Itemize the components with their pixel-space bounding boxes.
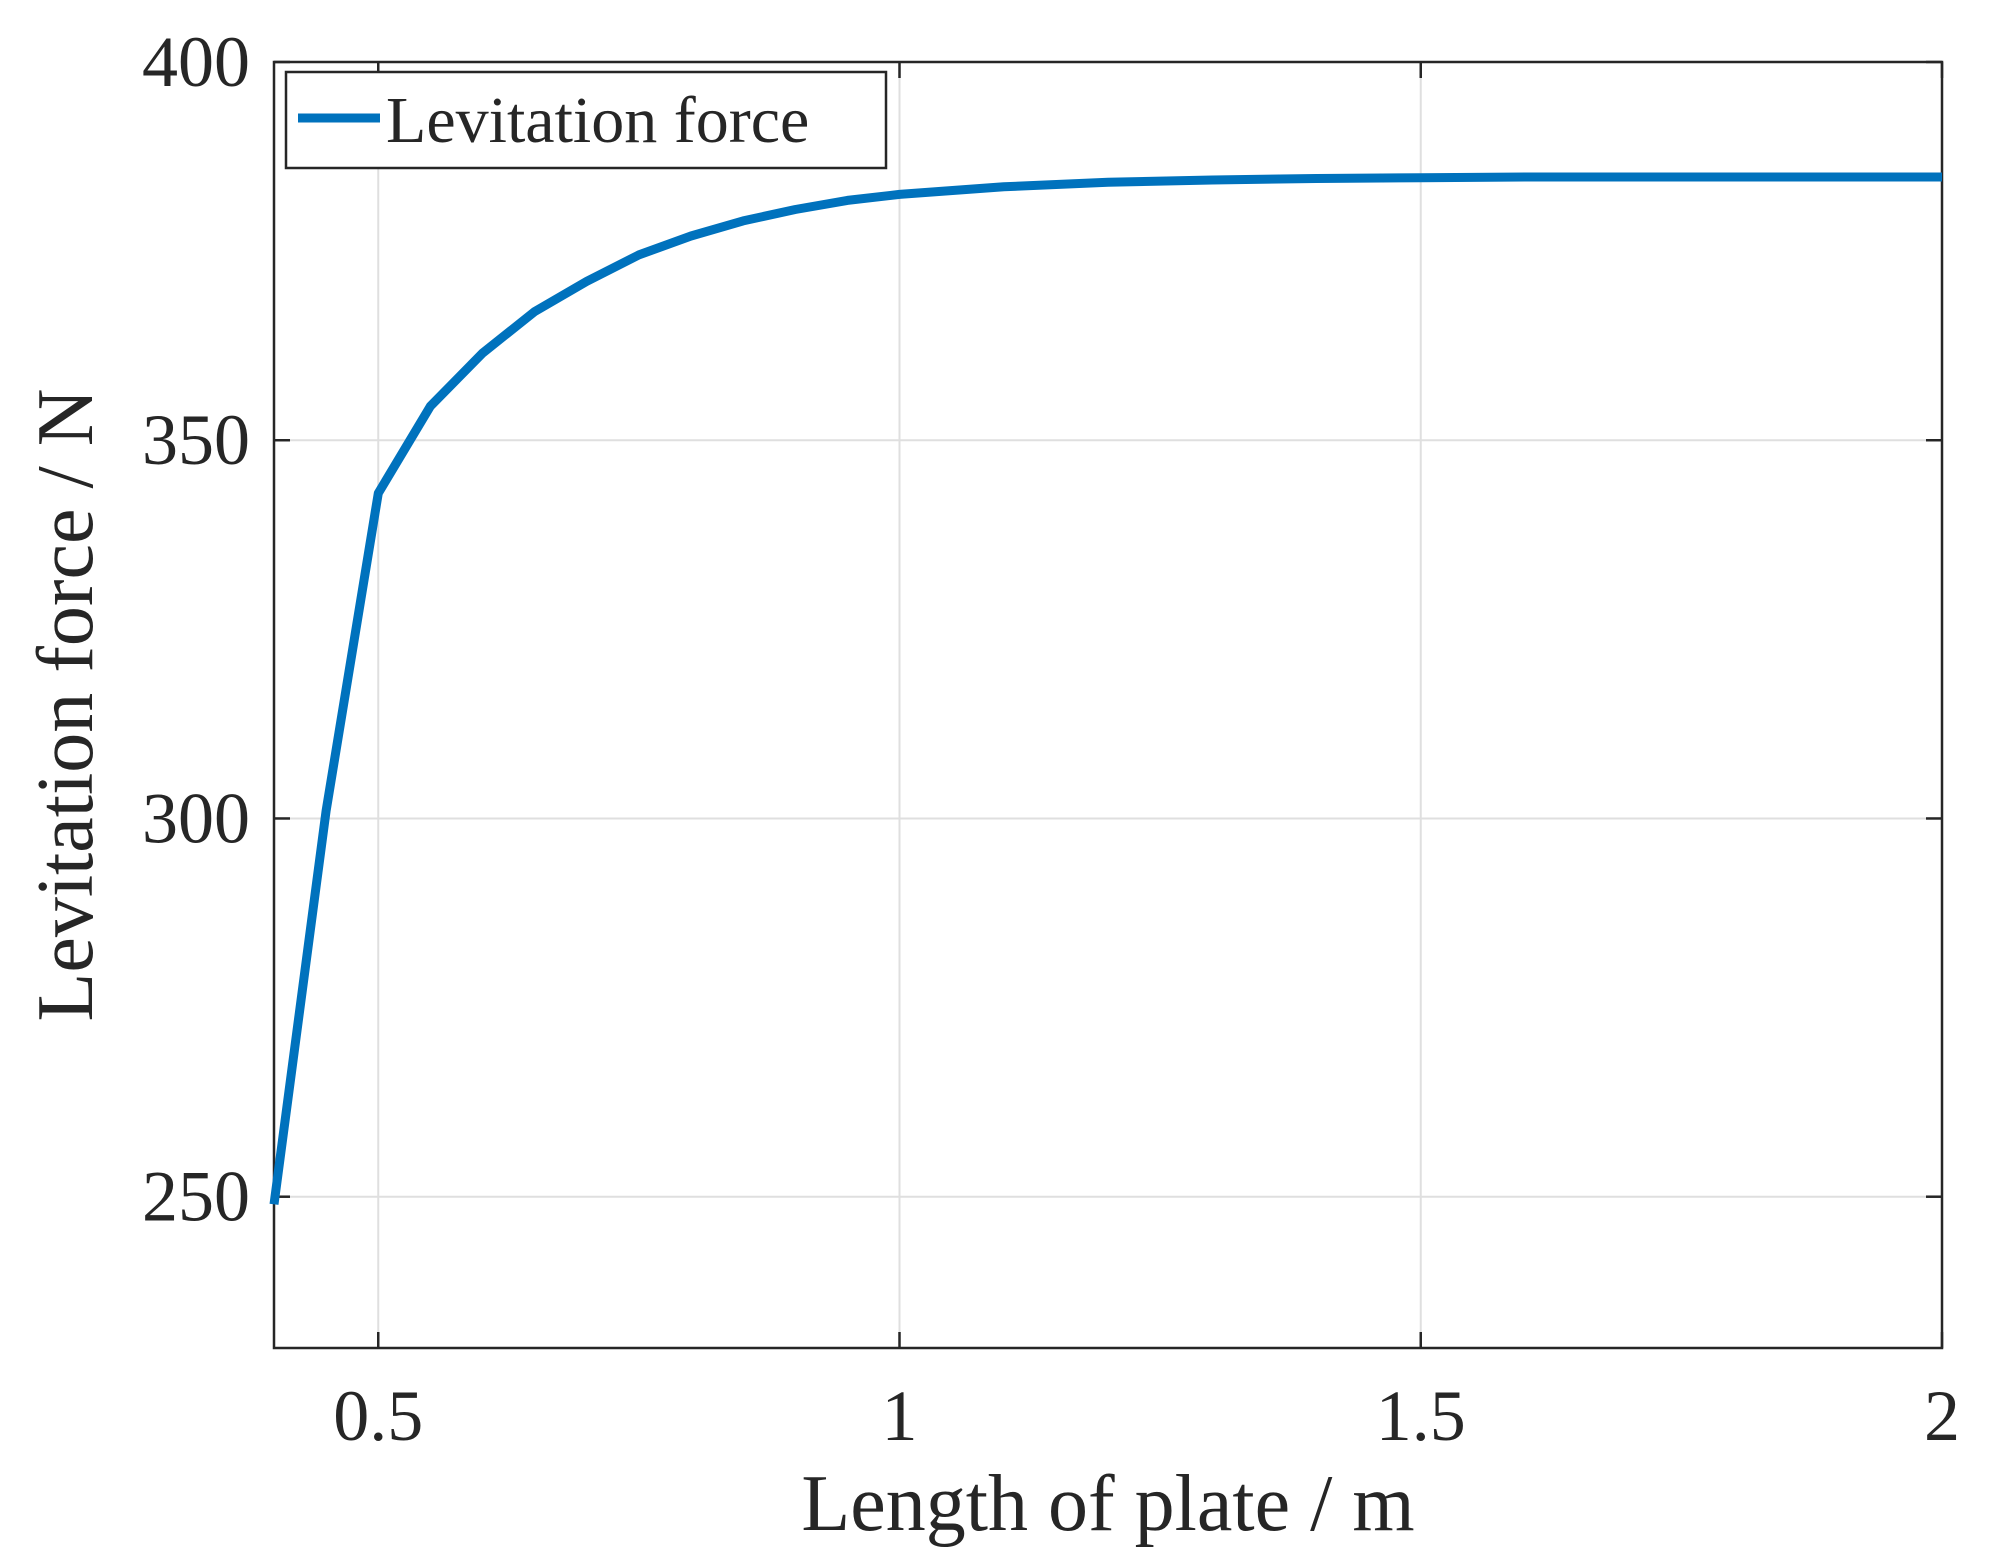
legend: Levitation force (284, 70, 888, 170)
legend-box (284, 70, 888, 170)
legend-entry-levitation-force: Levitation force (386, 84, 809, 157)
series-line-levitation-force (269, 172, 1942, 1205)
y-tick-label: 400 (142, 22, 250, 102)
x-tick-label: 1.5 (1376, 1376, 1466, 1456)
plot-area-frame (272, 60, 1944, 1350)
data-series (269, 172, 1942, 1205)
grid-lines (274, 61, 1943, 1348)
x-tick-label: 0.5 (333, 1376, 423, 1456)
y-tick-label: 250 (142, 1157, 250, 1237)
x-tick-label: 2 (1924, 1376, 1960, 1456)
x-axis-label: Length of plate / m (801, 1460, 1414, 1548)
x-tick-labels: 0.5 1 1.5 2 (333, 1376, 1960, 1456)
x-tick-label: 1 (882, 1376, 918, 1456)
y-tick-label: 350 (142, 400, 250, 480)
y-tick-label: 300 (142, 778, 250, 858)
tick-marks (274, 60, 1944, 1348)
y-axis-label: Levitation force / N (22, 388, 110, 1021)
y-tick-labels: 250 300 350 400 (142, 22, 250, 1237)
